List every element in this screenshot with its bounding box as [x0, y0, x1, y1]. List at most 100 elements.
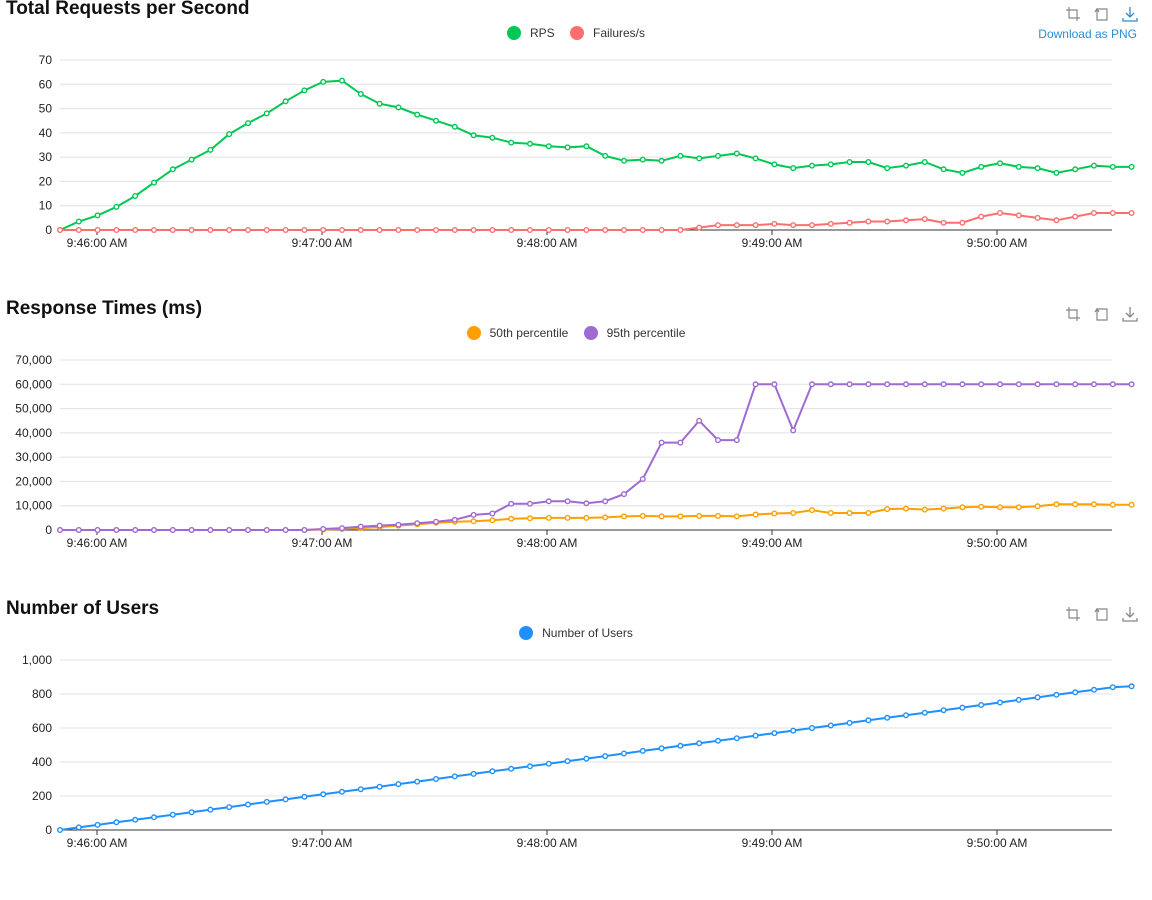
data-point[interactable] — [282, 226, 289, 233]
data-point[interactable] — [809, 507, 816, 514]
data-point[interactable] — [301, 793, 308, 800]
data-point[interactable] — [978, 503, 985, 510]
data-point[interactable] — [771, 220, 778, 227]
download-icon[interactable] — [1122, 6, 1138, 22]
data-point[interactable] — [545, 514, 552, 521]
data-point[interactable] — [320, 791, 327, 798]
data-point[interactable] — [282, 98, 289, 105]
data-point[interactable] — [433, 518, 440, 525]
data-point[interactable] — [113, 203, 120, 210]
data-point[interactable] — [997, 699, 1004, 706]
data-point[interactable] — [884, 506, 891, 513]
data-point[interactable] — [282, 796, 289, 803]
data-point[interactable] — [188, 226, 195, 233]
data-point[interactable] — [150, 526, 157, 533]
data-point[interactable] — [978, 213, 985, 220]
data-point[interactable] — [113, 226, 120, 233]
data-point[interactable] — [639, 156, 646, 163]
data-point[interactable] — [1128, 381, 1135, 388]
data-point[interactable] — [320, 78, 327, 85]
data-point[interactable] — [357, 90, 364, 97]
data-point[interactable] — [621, 226, 628, 233]
data-point[interactable] — [658, 439, 665, 446]
data-point[interactable] — [545, 498, 552, 505]
data-point[interactable] — [57, 226, 64, 233]
data-point[interactable] — [1015, 696, 1022, 703]
data-point[interactable] — [527, 226, 534, 233]
data-point[interactable] — [884, 218, 891, 225]
data-point[interactable] — [188, 526, 195, 533]
data-point[interactable] — [489, 510, 496, 517]
data-point[interactable] — [1053, 691, 1060, 698]
data-point[interactable] — [1072, 381, 1079, 388]
zoom-icon[interactable] — [1065, 306, 1081, 322]
data-point[interactable] — [564, 144, 571, 151]
data-point[interactable] — [320, 226, 327, 233]
data-point[interactable] — [809, 222, 816, 229]
data-point[interactable] — [959, 381, 966, 388]
data-point[interactable] — [564, 758, 571, 765]
data-point[interactable] — [75, 218, 82, 225]
data-point[interactable] — [903, 162, 910, 169]
data-point[interactable] — [771, 161, 778, 168]
restore-icon[interactable] — [1094, 606, 1110, 622]
data-point[interactable] — [263, 226, 270, 233]
data-point[interactable] — [75, 526, 82, 533]
data-point[interactable] — [508, 765, 515, 772]
data-point[interactable] — [997, 381, 1004, 388]
data-point[interactable] — [470, 132, 477, 139]
data-point[interactable] — [282, 526, 289, 533]
data-point[interactable] — [658, 745, 665, 752]
data-point[interactable] — [790, 165, 797, 172]
data-point[interactable] — [1090, 209, 1097, 216]
data-point[interactable] — [639, 512, 646, 519]
data-point[interactable] — [339, 525, 346, 532]
restore-icon[interactable] — [1094, 306, 1110, 322]
data-point[interactable] — [752, 155, 759, 162]
data-point[interactable] — [1128, 501, 1135, 508]
data-point[interactable] — [226, 131, 233, 138]
data-point[interactable] — [113, 526, 120, 533]
data-point[interactable] — [827, 381, 834, 388]
data-point[interactable] — [715, 437, 722, 444]
data-point[interactable] — [527, 515, 534, 522]
data-point[interactable] — [451, 123, 458, 130]
data-point[interactable] — [959, 704, 966, 711]
data-point[interactable] — [696, 417, 703, 424]
data-point[interactable] — [733, 437, 740, 444]
data-point[interactable] — [846, 158, 853, 165]
data-point[interactable] — [978, 163, 985, 170]
data-point[interactable] — [132, 816, 139, 823]
data-point[interactable] — [489, 134, 496, 141]
data-point[interactable] — [376, 783, 383, 790]
data-point[interactable] — [508, 500, 515, 507]
data-point[interactable] — [903, 505, 910, 512]
data-point[interactable] — [921, 506, 928, 513]
data-point[interactable] — [527, 140, 534, 147]
data-point[interactable] — [207, 526, 214, 533]
data-point[interactable] — [677, 226, 684, 233]
data-point[interactable] — [414, 520, 421, 527]
data-point[interactable] — [733, 513, 740, 520]
data-point[interactable] — [997, 504, 1004, 511]
data-point[interactable] — [997, 209, 1004, 216]
data-point[interactable] — [752, 732, 759, 739]
legend-item-p95[interactable]: 95th percentile — [583, 326, 685, 340]
data-point[interactable] — [414, 226, 421, 233]
download-icon[interactable] — [1122, 306, 1138, 322]
data-point[interactable] — [1072, 501, 1079, 508]
data-point[interactable] — [639, 475, 646, 482]
data-point[interactable] — [752, 381, 759, 388]
data-point[interactable] — [75, 226, 82, 233]
data-point[interactable] — [790, 222, 797, 229]
data-point[interactable] — [827, 509, 834, 516]
download-as-png-label[interactable]: Download as PNG — [1038, 27, 1137, 41]
data-point[interactable] — [715, 152, 722, 159]
data-point[interactable] — [771, 381, 778, 388]
data-point[interactable] — [978, 701, 985, 708]
data-point[interactable] — [150, 226, 157, 233]
data-point[interactable] — [508, 139, 515, 146]
data-point[interactable] — [733, 150, 740, 157]
data-point[interactable] — [602, 498, 609, 505]
data-point[interactable] — [263, 798, 270, 805]
